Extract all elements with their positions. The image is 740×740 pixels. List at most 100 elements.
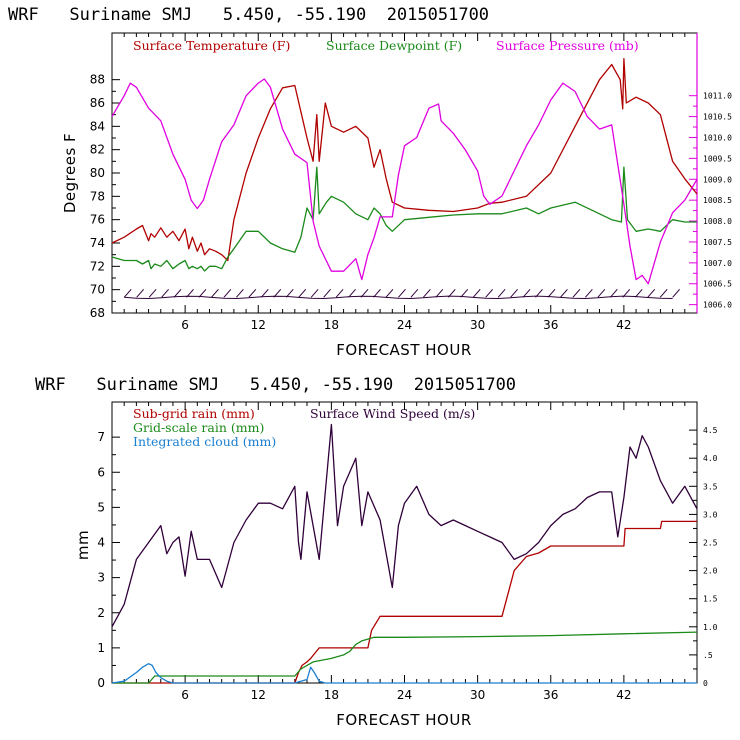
p1-y2tick-label: 1008.5 xyxy=(703,196,732,205)
wind-barb xyxy=(173,289,182,298)
wind-barb xyxy=(485,289,494,298)
legend-wind-speed: Surface Wind Speed (m/s) xyxy=(310,406,475,421)
wind-barb xyxy=(223,289,232,298)
p2-series-wind xyxy=(111,423,698,628)
p2-xtick-label: 42 xyxy=(616,688,631,702)
legend-temperature: Surface Temperature (F) xyxy=(133,38,290,53)
p1-ytick-label: 82 xyxy=(90,143,105,157)
p1-y2tick-label: 1006.5 xyxy=(703,280,732,289)
wind-barb xyxy=(211,289,219,298)
p2-series-gridscale xyxy=(112,631,698,684)
wind-barb xyxy=(385,289,394,298)
p1-y2tick-label: 1008.0 xyxy=(703,217,732,226)
p1-xtick-label: 42 xyxy=(616,318,631,332)
p2-y2tick-label: 1.5 xyxy=(703,595,718,604)
p1-series-dewpoint xyxy=(111,166,697,272)
p1-ytick-label: 80 xyxy=(90,166,105,180)
p2-ytick-label: 1 xyxy=(97,641,105,655)
panel1-xlabel: FORECAST HOUR xyxy=(336,341,472,359)
p2-ytick-label: 3 xyxy=(97,571,105,585)
wind-barb xyxy=(472,289,481,298)
rain-wind-panel: WRF Suriname SMJ 5.450, -55.190 20150517… xyxy=(35,375,718,729)
p1-series-temperature xyxy=(111,58,698,262)
legend-gridscale-rain: Grid-scale rain (mm) xyxy=(133,420,264,435)
panel2-xlabel: FORECAST HOUR xyxy=(336,711,472,729)
wind-barb xyxy=(323,289,331,298)
p2-series-subgrid xyxy=(112,520,697,684)
wind-barb xyxy=(260,289,269,298)
wind-barb xyxy=(123,289,132,298)
p1-series-pressure xyxy=(111,78,698,285)
p1-y2tick-label: 1007.5 xyxy=(703,238,732,247)
wind-barb xyxy=(410,289,419,298)
p2-xtick-label: 12 xyxy=(251,688,266,702)
wind-barb xyxy=(497,289,506,298)
wind-barb-baseline xyxy=(124,295,673,300)
p1-y2tick-label: 1009.0 xyxy=(703,175,732,184)
p1-y2tick-label: 1007.0 xyxy=(703,259,732,268)
p1-xtick-label: 12 xyxy=(251,318,266,332)
wind-barb xyxy=(634,289,643,298)
legend-dewpoint: Surface Dewpoint (F) xyxy=(326,38,462,53)
p1-xtick-label: 6 xyxy=(181,318,189,332)
wind-barb xyxy=(584,289,593,298)
wind-barb xyxy=(161,289,169,298)
p1-xtick-label: 36 xyxy=(543,318,558,332)
p1-xtick-label: 24 xyxy=(397,318,412,332)
p1-y2tick-label: 1009.5 xyxy=(703,154,732,163)
legend-integrated-cloud: Integrated cloud (mm) xyxy=(133,434,276,449)
p2-series-cloud xyxy=(111,663,697,684)
p2-xtick-label: 36 xyxy=(543,688,558,702)
wind-barb xyxy=(422,289,431,298)
wind-barb xyxy=(136,289,145,298)
wind-barb xyxy=(148,289,157,298)
wind-barb xyxy=(298,289,307,298)
p2-ytick-label: 0 xyxy=(97,676,105,690)
panel1-title: WRF Suriname SMJ 5.450, -55.190 20150517… xyxy=(8,5,489,25)
p1-ytick-label: 86 xyxy=(90,96,105,110)
panel1-ylabel: Degrees F xyxy=(61,133,79,213)
wind-barb xyxy=(435,289,444,298)
p2-xtick-label: 18 xyxy=(324,688,339,702)
p1-xtick-label: 18 xyxy=(324,318,339,332)
legend-pressure: Surface Pressure (mb) xyxy=(496,38,639,53)
p1-ytick-label: 74 xyxy=(90,236,105,250)
p2-y2tick-label: 0 xyxy=(703,679,708,688)
p2-y2tick-label: 1.0 xyxy=(703,623,718,632)
wind-barb xyxy=(572,289,581,298)
p1-ytick-label: 78 xyxy=(90,189,105,203)
p1-y2tick-label: 1010.5 xyxy=(703,113,732,122)
legend-subgrid-rain: Sub-grid rain (mm) xyxy=(133,406,255,421)
wind-barb xyxy=(609,289,618,298)
wind-barb xyxy=(398,289,406,298)
p2-xtick-label: 24 xyxy=(397,688,412,702)
p2-y2tick-label: 2.5 xyxy=(703,539,718,548)
p2-ytick-label: 2 xyxy=(97,606,105,620)
p2-xtick-label: 6 xyxy=(181,688,189,702)
wind-barb xyxy=(659,289,668,298)
p2-ytick-label: 4 xyxy=(97,536,105,550)
p2-y2tick-label: 2.0 xyxy=(703,567,718,576)
p2-y2tick-label: .5 xyxy=(703,651,713,660)
p1-y2tick-label: 1006.0 xyxy=(703,301,732,310)
temperature-pressure-panel: WRF Suriname SMJ 5.450, -55.190 20150517… xyxy=(8,5,732,359)
p1-ytick-label: 68 xyxy=(90,306,105,320)
wind-barb xyxy=(597,289,606,298)
p2-y2tick-label: 3.0 xyxy=(703,510,718,519)
panel2-marks: 6 12 18 24 30 36 42012345670.51.01.52.02.53.03… xyxy=(97,402,718,702)
p2-ytick-label: 5 xyxy=(97,500,105,514)
p1-ytick-label: 70 xyxy=(90,283,105,297)
p1-ytick-label: 88 xyxy=(90,73,105,87)
wind-barb xyxy=(348,289,356,298)
wind-barb xyxy=(310,289,319,298)
p2-y2tick-label: 4.5 xyxy=(703,426,718,435)
p1-y2tick-label: 1011.0 xyxy=(703,92,732,101)
panel1-frame xyxy=(111,32,698,314)
p1-ytick-label: 84 xyxy=(90,119,105,133)
wind-barb xyxy=(248,289,257,298)
p1-ytick-label: 72 xyxy=(90,259,105,273)
p2-ytick-label: 7 xyxy=(97,430,105,444)
p1-y2tick-label: 1010.0 xyxy=(703,133,732,142)
p2-y2tick-label: 3.5 xyxy=(703,482,718,491)
